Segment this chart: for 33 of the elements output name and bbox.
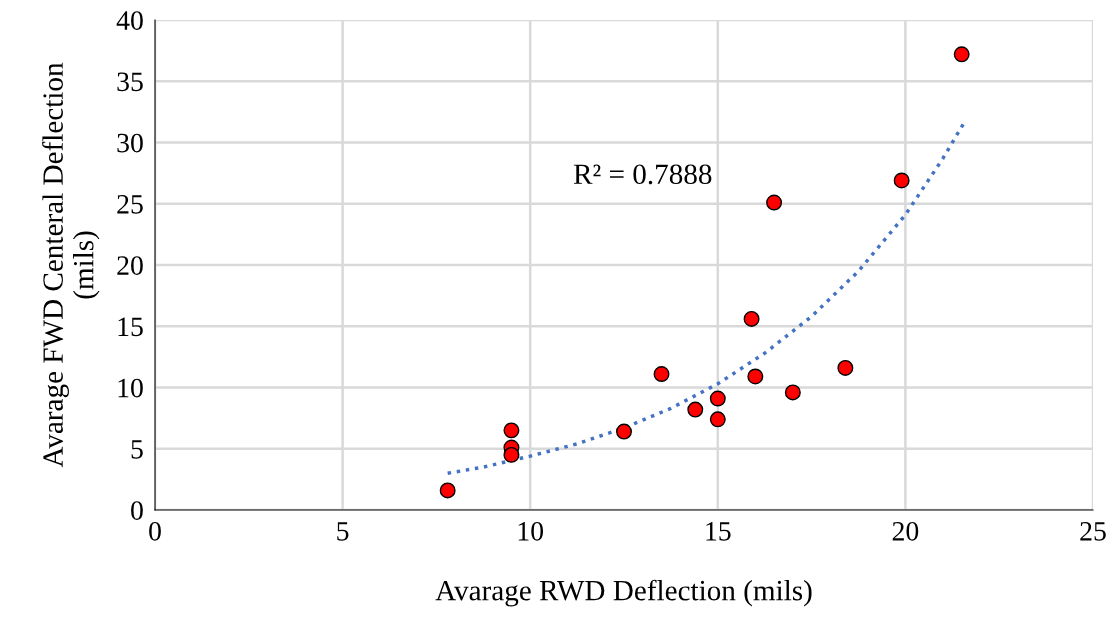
y-tick-label: 0 [131,501,143,520]
x-tick-label: 5 [337,522,349,541]
point [503,446,520,463]
point [743,310,760,327]
point [953,46,970,63]
annotation: R² = 0.7888 [573,164,712,185]
y-tick-label: 20 [117,256,143,275]
point [653,366,670,383]
point [439,482,456,499]
y-tick-label: 5 [131,440,143,459]
y-tick-label: 10 [118,378,143,398]
point [893,172,910,189]
y-tick-label: 15 [118,317,143,337]
point [747,368,764,385]
x-tick-label: 20 [892,521,919,541]
x-tick-label: 10 [518,521,544,541]
x-tick-label: 25 [1080,521,1106,541]
point [784,384,801,401]
y-tick-label: 30 [117,133,143,153]
x-axis-title: Avarage RWD Deflection (mils) [435,579,812,607]
point [503,422,520,439]
x-tick-label: 0 [149,521,161,541]
point [709,390,726,407]
point [837,359,854,376]
point [766,194,783,211]
y-tick-label: 40 [116,11,143,30]
point [709,411,726,428]
y-axis-title: Avarage FWD Centeral Deflection (mils) [42,62,100,468]
y-tick-label: 25 [117,194,143,214]
y-tick-label: 35 [117,72,143,92]
point [687,401,704,418]
point [616,423,632,440]
x-tick-label: 15 [706,522,731,541]
